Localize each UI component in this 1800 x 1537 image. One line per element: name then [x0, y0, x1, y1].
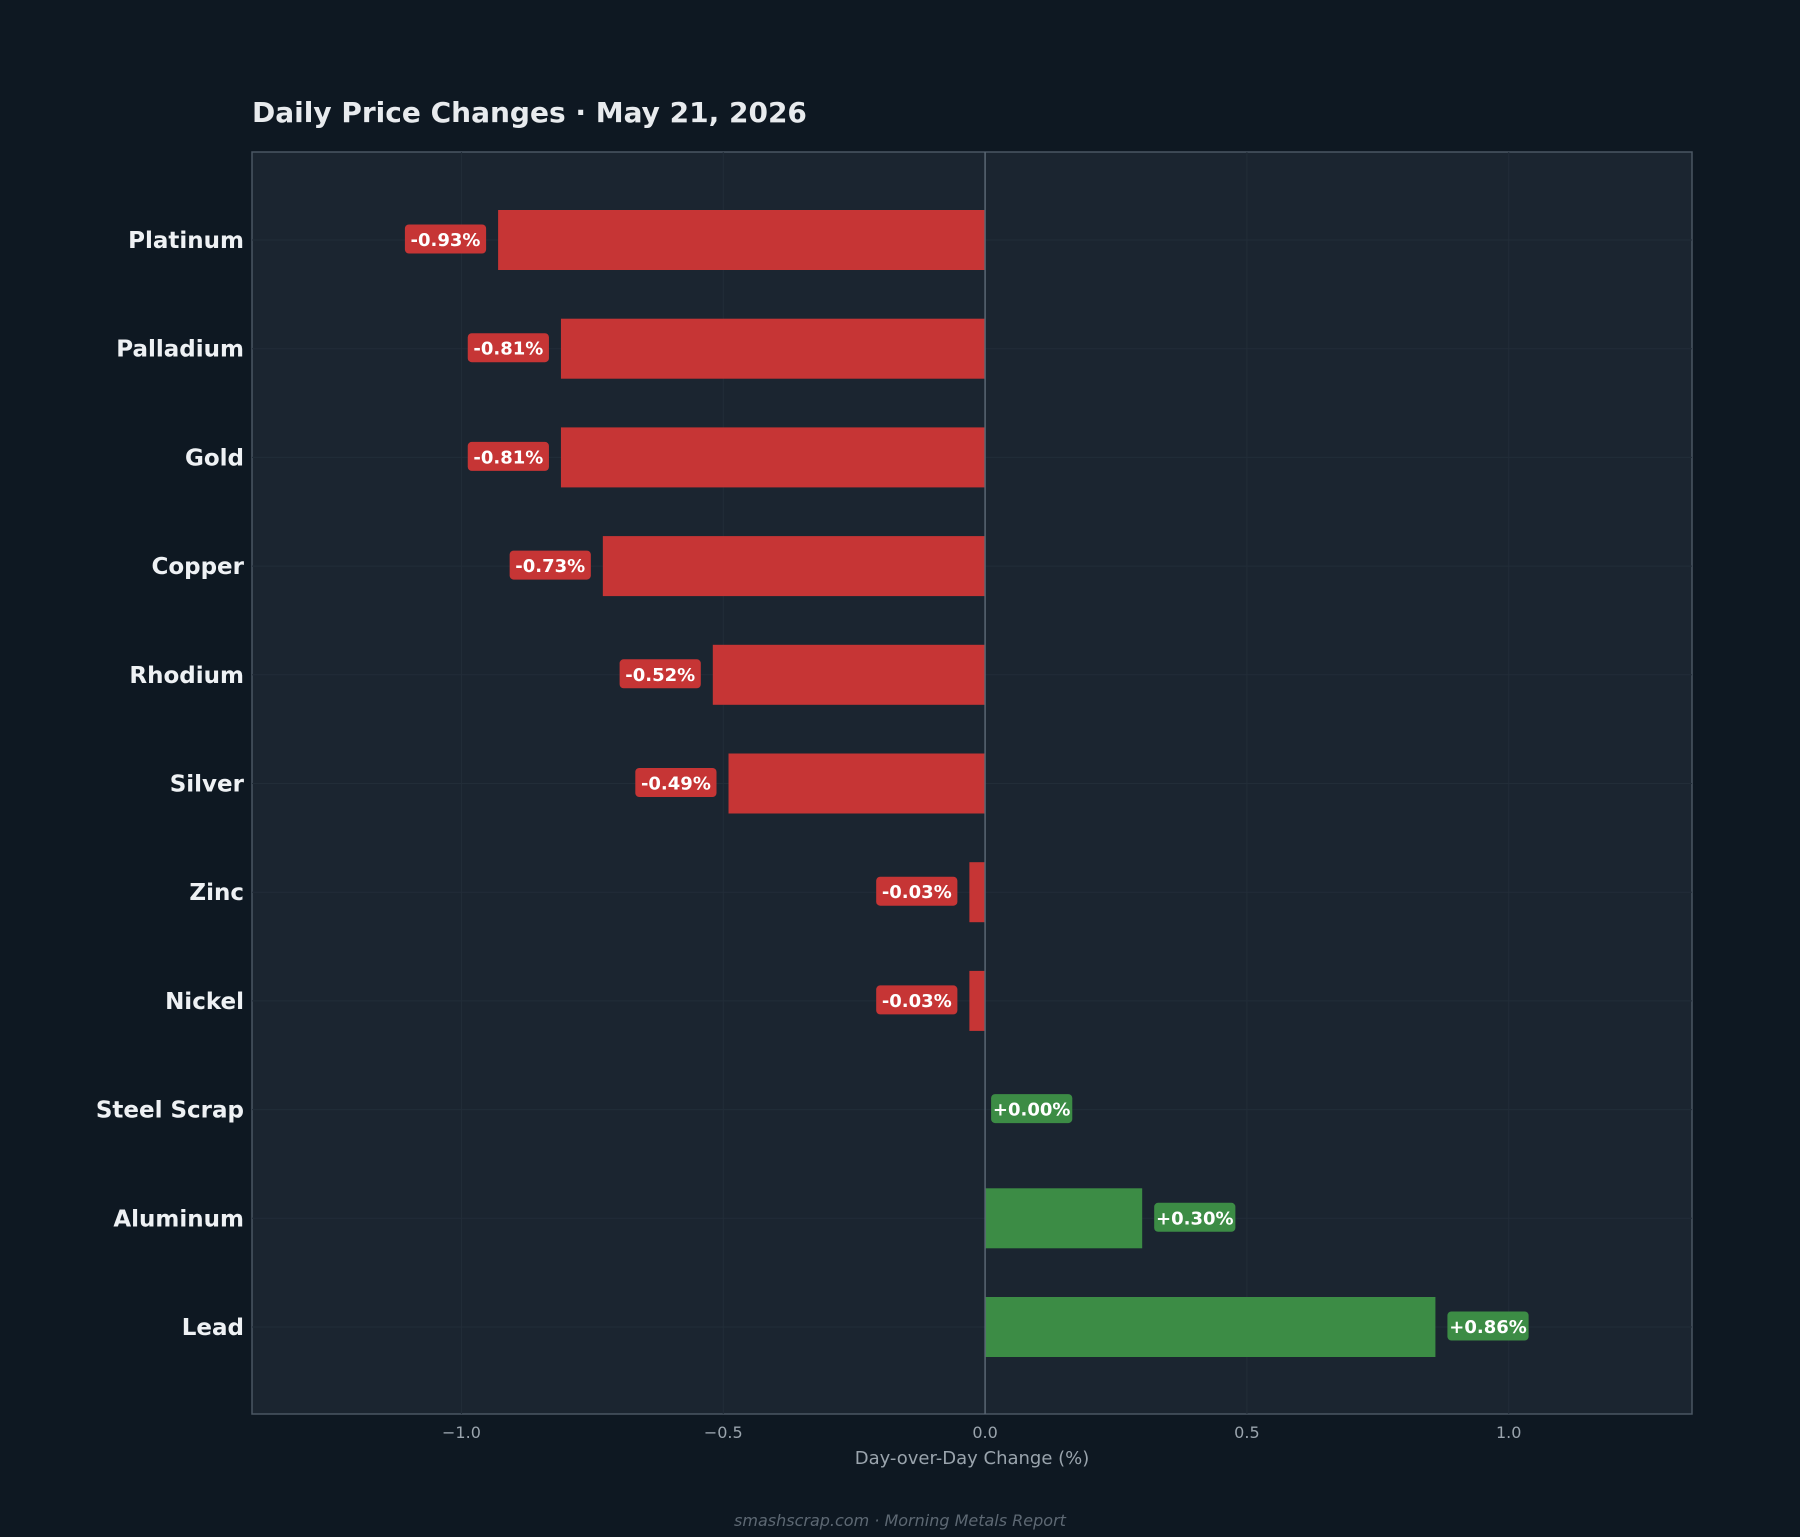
category-labels: Platinum Palladium Gold Copper Rhodium Silver…: [96, 228, 245, 1341]
category-label: Platinum: [128, 228, 244, 254]
bars: [498, 210, 1436, 1357]
category-label: Copper: [151, 554, 244, 580]
x-tick-label: −0.5: [704, 1423, 743, 1442]
bar: [969, 862, 986, 923]
value-label: -0.81%: [473, 447, 543, 468]
category-label: Zinc: [189, 880, 244, 906]
chart-title: Daily Price Changes · May 21, 2026: [252, 96, 807, 129]
value-label: -0.52%: [625, 665, 695, 686]
value-label-badge: [991, 1094, 1073, 1124]
value-label: -0.73%: [515, 556, 585, 577]
category-label: Silver: [170, 772, 245, 798]
value-labels: -0.93% -0.81% -0.81% -0.73% -0.52% -0.49% -0.0…: [404, 224, 1529, 1341]
footer-credit: smashscrap.com · Morning Metals Report: [734, 1511, 1067, 1530]
category-label: Steel Scrap: [96, 1098, 244, 1124]
x-axis-ticks: −1.0 −0.5 0.0 0.5 1.0: [442, 1423, 1521, 1442]
bar: [985, 1188, 1143, 1249]
value-label: -0.93%: [411, 230, 481, 251]
category-label: Gold: [185, 445, 244, 471]
x-tick-label: 0.5: [1234, 1423, 1259, 1442]
bar: [560, 318, 986, 379]
value-label-badge: [635, 768, 717, 797]
value-label: +0.00%: [993, 1100, 1071, 1121]
value-label-badge: [1154, 1202, 1236, 1232]
bar: [985, 1297, 1436, 1357]
value-label-badge: [876, 985, 958, 1015]
value-label: -0.03%: [882, 991, 952, 1012]
category-label: Rhodium: [129, 663, 244, 689]
category-label: Lead: [182, 1315, 244, 1341]
bar: [969, 970, 986, 1031]
value-label: +0.30%: [1156, 1208, 1234, 1229]
category-label: Nickel: [165, 989, 244, 1015]
value-label-badge: [876, 876, 958, 906]
x-tick-label: 1.0: [1496, 1423, 1521, 1442]
value-label: -0.49%: [641, 774, 711, 795]
value-label-badge: [1447, 1311, 1529, 1341]
value-label: +0.86%: [1449, 1317, 1527, 1338]
bar: [498, 210, 986, 270]
x-axis-label: Day-over-Day Change (%): [855, 1448, 1090, 1469]
value-label: -0.03%: [882, 882, 952, 903]
x-tick-label: 0.0: [972, 1423, 997, 1442]
bar: [560, 427, 986, 488]
value-label-badge: [467, 333, 549, 363]
bar: [712, 644, 986, 705]
category-label: Aluminum: [113, 1206, 244, 1232]
value-label-badge: [509, 550, 591, 580]
category-label: Palladium: [116, 337, 244, 363]
bar: [728, 753, 986, 814]
value-label: -0.81%: [473, 339, 543, 360]
bar: [602, 536, 986, 597]
value-label-badge: [404, 224, 487, 254]
value-label-badge: [619, 659, 701, 689]
x-tick-label: −1.0: [442, 1423, 481, 1442]
value-label-badge: [467, 441, 549, 471]
